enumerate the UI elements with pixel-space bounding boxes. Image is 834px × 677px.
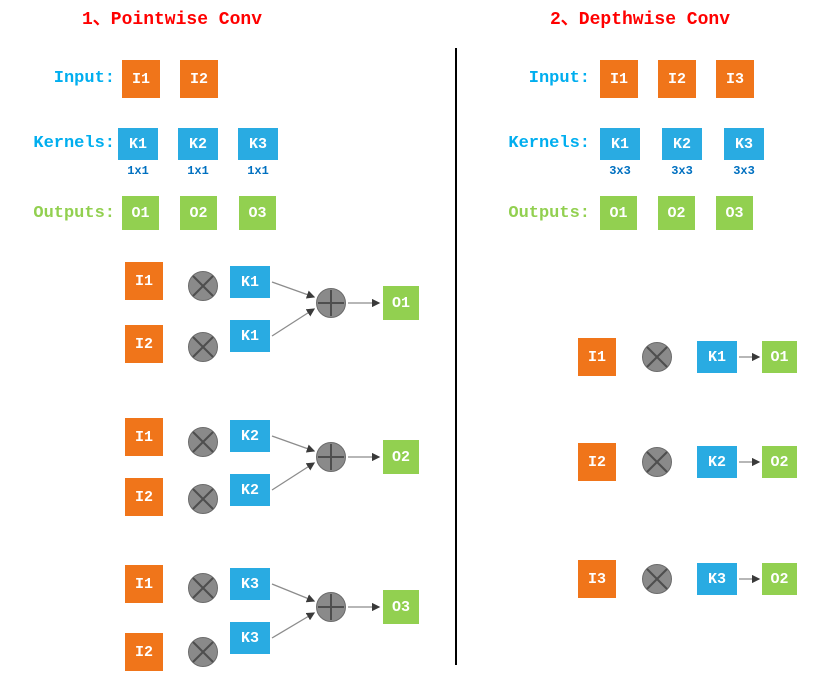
left-g1-output-box: O1 bbox=[383, 286, 419, 320]
plus-icon bbox=[315, 441, 347, 473]
right-kernel-size-3: 3x3 bbox=[733, 164, 755, 178]
multiply-icon bbox=[641, 446, 673, 478]
left-kernel-box-3: K3 bbox=[238, 128, 278, 160]
left-kernel-size-2: 1x1 bbox=[187, 164, 209, 178]
right-title: 2、Depthwise Conv bbox=[549, 10, 731, 30]
right-input-label: Input: bbox=[528, 69, 590, 88]
left-kernel-size-3: 1x1 bbox=[247, 164, 269, 178]
left-g1-input-bottom-box: I2 bbox=[125, 325, 163, 363]
left-g1-input-top-box: I1 bbox=[125, 262, 163, 300]
left-g1-kernel-bottom-box: K1 bbox=[230, 320, 270, 352]
left-g2-input-top-box: I1 bbox=[125, 418, 163, 456]
left-output-box-1: O1 bbox=[122, 196, 159, 230]
right-kernels-label: Kernels: bbox=[508, 134, 590, 153]
right-input-box-3: I3 bbox=[716, 60, 754, 98]
left-g3-kernel-top-box: K3 bbox=[230, 568, 270, 600]
right-input-box-2: I2 bbox=[658, 60, 696, 98]
right-outputs-label: Outputs: bbox=[508, 204, 590, 223]
divider-line bbox=[455, 48, 457, 665]
left-g2-output-box: O2 bbox=[383, 440, 419, 474]
right-kernel-box-2: K2 bbox=[662, 128, 702, 160]
right-r3-output-box: O2 bbox=[762, 563, 797, 595]
multiply-icon bbox=[187, 426, 219, 458]
right-r1-input-box: I1 bbox=[578, 338, 616, 376]
left-kernels-label: Kernels: bbox=[33, 134, 115, 153]
left-g1-kernel-top-box: K1 bbox=[230, 266, 270, 298]
left-g3-input-top-box: I1 bbox=[125, 565, 163, 603]
right-kernel-box-3: K3 bbox=[724, 128, 764, 160]
right-r2-input-box: I2 bbox=[578, 443, 616, 481]
left-kernel-box-1: K1 bbox=[118, 128, 158, 160]
multiply-icon bbox=[187, 331, 219, 363]
right-r3-kernel-box: K3 bbox=[697, 563, 737, 595]
left-input-label: Input: bbox=[53, 69, 115, 88]
right-kernel-box-1: K1 bbox=[600, 128, 640, 160]
left-output-box-2: O2 bbox=[180, 196, 217, 230]
multiply-icon bbox=[641, 341, 673, 373]
left-input-box-2: I2 bbox=[180, 60, 218, 98]
left-output-box-3: O3 bbox=[239, 196, 276, 230]
left-kernel-size-1: 1x1 bbox=[127, 164, 149, 178]
multiply-icon bbox=[641, 563, 673, 595]
right-r3-input-box: I3 bbox=[578, 560, 616, 598]
right-kernel-size-2: 3x3 bbox=[671, 164, 693, 178]
left-g3-input-bottom-box: I2 bbox=[125, 633, 163, 671]
left-outputs-label: Outputs: bbox=[33, 204, 115, 223]
right-output-box-1: O1 bbox=[600, 196, 637, 230]
right-r2-output-box: O2 bbox=[762, 446, 797, 478]
multiply-icon bbox=[187, 636, 219, 668]
multiply-icon bbox=[187, 572, 219, 604]
right-output-box-3: O3 bbox=[716, 196, 753, 230]
right-r1-output-box: O1 bbox=[762, 341, 797, 373]
right-kernel-size-1: 3x3 bbox=[609, 164, 631, 178]
right-input-box-1: I1 bbox=[600, 60, 638, 98]
multiply-icon bbox=[187, 270, 219, 302]
left-g2-kernel-bottom-box: K2 bbox=[230, 474, 270, 506]
right-r2-kernel-box: K2 bbox=[697, 446, 737, 478]
left-kernel-box-2: K2 bbox=[178, 128, 218, 160]
left-g2-input-bottom-box: I2 bbox=[125, 478, 163, 516]
right-r1-kernel-box: K1 bbox=[697, 341, 737, 373]
multiply-icon bbox=[187, 483, 219, 515]
left-g3-output-box: O3 bbox=[383, 590, 419, 624]
left-title: 1、Pointwise Conv bbox=[81, 10, 263, 30]
left-g3-kernel-bottom-box: K3 bbox=[230, 622, 270, 654]
right-output-box-2: O2 bbox=[658, 196, 695, 230]
left-input-box-1: I1 bbox=[122, 60, 160, 98]
plus-icon bbox=[315, 287, 347, 319]
plus-icon bbox=[315, 591, 347, 623]
left-g2-kernel-top-box: K2 bbox=[230, 420, 270, 452]
